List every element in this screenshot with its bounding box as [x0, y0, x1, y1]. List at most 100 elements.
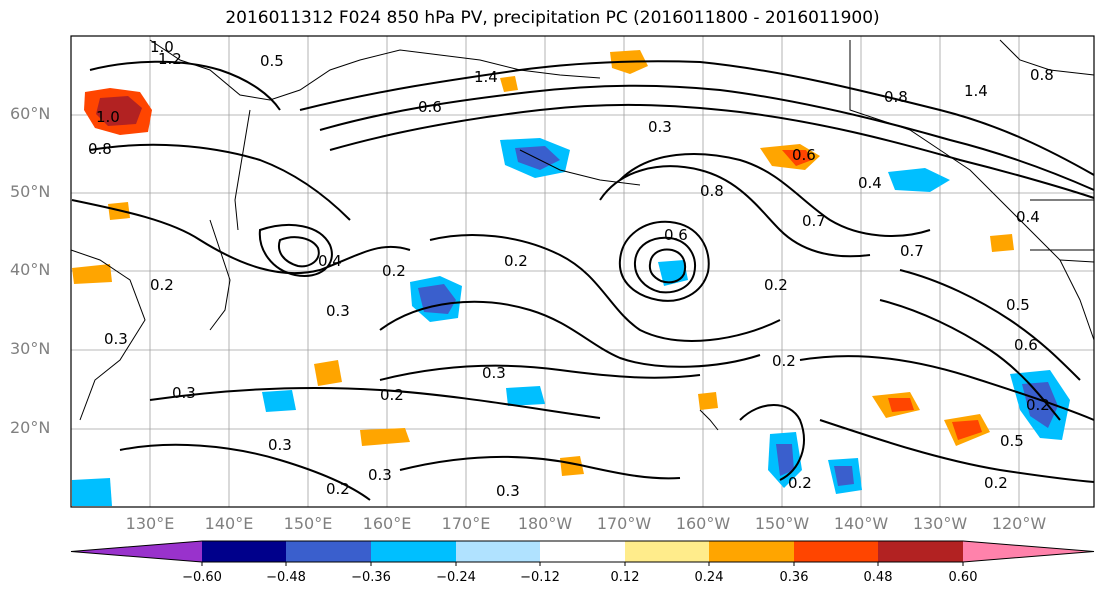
contour-label: 0.5	[260, 52, 284, 70]
contour-label: 0.3	[172, 384, 196, 402]
contour-label: 0.3	[496, 482, 520, 500]
pv-contour-line	[899, 269, 1081, 381]
chart-title: 2016011312 F024 850 hPa PV, precipitatio…	[225, 8, 880, 28]
contour-label: 0.4	[318, 252, 342, 270]
precip-positive-area	[560, 456, 584, 476]
colorbar-tick-label: −0.36	[351, 570, 391, 585]
lon-label-170e: 170°E	[441, 514, 491, 533]
lon-label-150e: 150°E	[283, 514, 333, 533]
political-borders	[1030, 199, 1095, 263]
colorbar-extend-max	[963, 541, 1094, 562]
colorbar-cell	[709, 541, 794, 562]
contour-label: 0.2	[504, 252, 528, 270]
pv-contour-line	[879, 299, 1061, 421]
precip-positive-area	[698, 392, 718, 410]
pv-contour-line	[319, 84, 1095, 191]
colorbar-tick-label: 0.24	[694, 570, 724, 585]
contour-label: 0.6	[418, 98, 442, 116]
pv-contour-line	[71, 199, 411, 275]
lat-label-50n: 50°N	[10, 182, 51, 201]
contour-label: 1.0	[96, 108, 120, 126]
colorbar-tick-label: 0.12	[610, 570, 640, 585]
lon-label-130e: 130°E	[125, 514, 175, 533]
colorbar-tick-label: −0.24	[436, 570, 476, 585]
colorbar-tick-label: −0.60	[182, 570, 222, 585]
pv-contour-line	[599, 165, 871, 258]
pv-contour-line	[149, 387, 601, 419]
coastline-alaska-canada	[849, 40, 1095, 341]
precip-negative-area	[506, 386, 545, 406]
contour-label: 0.5	[1006, 296, 1030, 314]
pv-contour-line	[278, 236, 320, 268]
pv-contour-line	[379, 364, 701, 381]
precip-negative-area	[262, 390, 296, 412]
precip-positive-area	[72, 264, 112, 284]
colorbar-cell	[202, 541, 286, 562]
colorbar-cell	[540, 541, 625, 562]
pv-contour-line	[819, 419, 1095, 483]
precip-positive-core	[888, 398, 914, 412]
lon-label-170w: 170°W	[596, 514, 652, 533]
contour-label: 0.2	[984, 474, 1008, 492]
pv-contour-line	[619, 153, 931, 237]
precip-positive-area	[314, 360, 342, 386]
contour-label: 0.3	[104, 330, 128, 348]
map-background	[71, 36, 1094, 507]
contour-label: 0.6	[1014, 336, 1038, 354]
contour-label: 0.8	[700, 182, 724, 200]
colorbar-tick-label: 0.36	[779, 570, 809, 585]
pv-contour-line	[89, 60, 281, 111]
coastline-kamchatka	[234, 109, 251, 231]
pv-contour-line	[258, 224, 333, 277]
lon-label-120w: 120°W	[991, 514, 1047, 533]
pv-contour-line	[399, 455, 681, 480]
precip-positive-area	[500, 76, 518, 92]
colorbar-cell	[878, 541, 963, 562]
contour-label: 0.2	[150, 276, 174, 294]
precip-negative-area	[888, 168, 950, 192]
contour-label: 1.0	[150, 38, 174, 56]
contour-label: 0.8	[884, 88, 908, 106]
contour-label: 0.4	[1016, 208, 1040, 226]
contour-label: 0.8	[88, 140, 112, 158]
lon-label-160e: 160°E	[362, 514, 412, 533]
lat-label-20n: 20°N	[10, 418, 51, 437]
contour-label: 0.3	[368, 466, 392, 484]
coastline-asia	[70, 249, 146, 421]
contour-label: 0.2	[788, 474, 812, 492]
precip-shading	[72, 50, 1070, 506]
contour-label: 0.3	[482, 364, 506, 382]
pv-contour-line	[799, 355, 1095, 421]
lat-label-60n: 60°N	[10, 104, 51, 123]
pv-contour-line	[739, 404, 805, 481]
map-frame	[70, 35, 1095, 508]
pv-contours	[71, 60, 1095, 501]
coastline-japan	[209, 219, 231, 331]
lon-label-180w: 180°W	[517, 514, 573, 533]
precip-positive-area	[990, 234, 1014, 252]
precip-positive-core	[952, 420, 982, 440]
pv-contour-line	[329, 103, 1095, 199]
contour-label: 0.2	[772, 352, 796, 370]
pv-contour-line	[299, 60, 1095, 176]
pv-contour-line	[648, 248, 687, 284]
colorbar-tick-label: 0.60	[948, 570, 978, 585]
lon-label-140w: 140°W	[833, 514, 889, 533]
contour-label: 1.4	[964, 82, 988, 100]
contour-label: 0.3	[326, 302, 350, 320]
contour-label: 0.6	[664, 226, 688, 244]
contour-label: 0.3	[268, 436, 292, 454]
coastline-arctic	[999, 39, 1095, 76]
contour-label: 0.2	[326, 480, 350, 498]
contour-label: 1.4	[474, 68, 498, 86]
contour-label: 0.7	[802, 212, 826, 230]
contour-label: 0.2	[764, 276, 788, 294]
colorbar-cell	[286, 541, 371, 562]
pv-contour-line	[633, 236, 696, 294]
contour-label: 0.6	[792, 146, 816, 164]
colorbar-cell	[456, 541, 540, 562]
colorbar-tick-label: −0.48	[266, 570, 306, 585]
precip-negative-core	[834, 466, 854, 486]
pv-contour-line	[618, 220, 710, 302]
